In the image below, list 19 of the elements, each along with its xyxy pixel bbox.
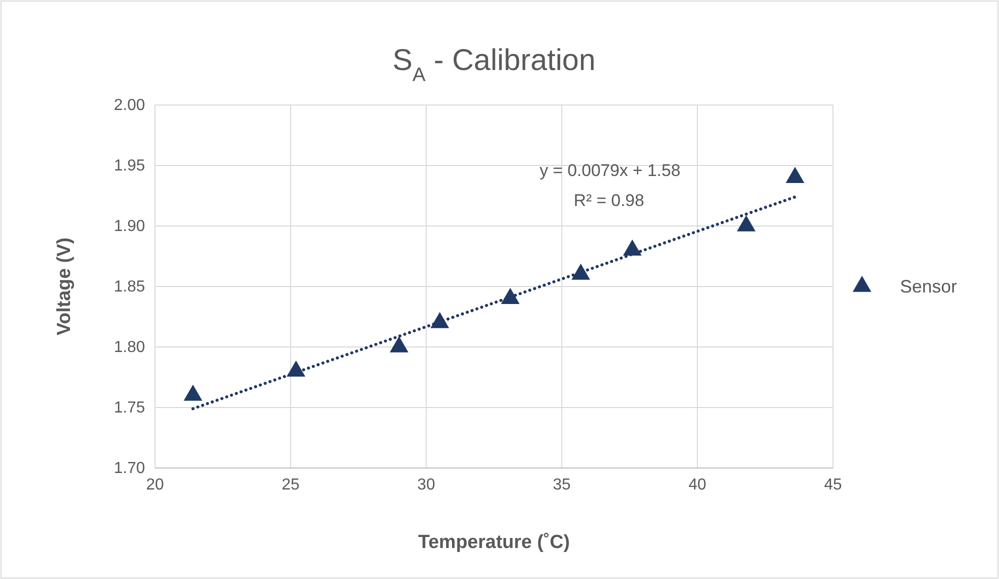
y-axis-title: Voltage (V) [54,238,75,336]
x-tick-label: 45 [824,476,842,494]
y-tick-label: 1.95 [114,158,146,175]
y-tick-label: 1.75 [114,400,146,417]
y-tick-label: 1.85 [114,278,146,296]
annotation: y = 0.0079x + 1.58 [540,161,680,180]
x-axis-title: Temperature (˚C) [418,532,570,553]
chart-title: S$_{A}$ - Calibration [392,44,596,86]
y-tick-label: 1.90 [114,218,146,236]
y-tick-label: 1.70 [114,460,146,478]
y-tick-label: 1.80 [114,339,146,356]
y-tick-label: 2.00 [114,97,146,114]
x-tick-label: 25 [282,476,300,494]
x-tick-label: 30 [417,476,436,494]
x-tick-label: 20 [146,476,164,494]
legend-label: Sensor [900,276,958,296]
x-tick-label: 40 [688,476,706,494]
x-tick-label: 35 [552,476,571,494]
annotation: R² = 0.98 [574,191,644,210]
